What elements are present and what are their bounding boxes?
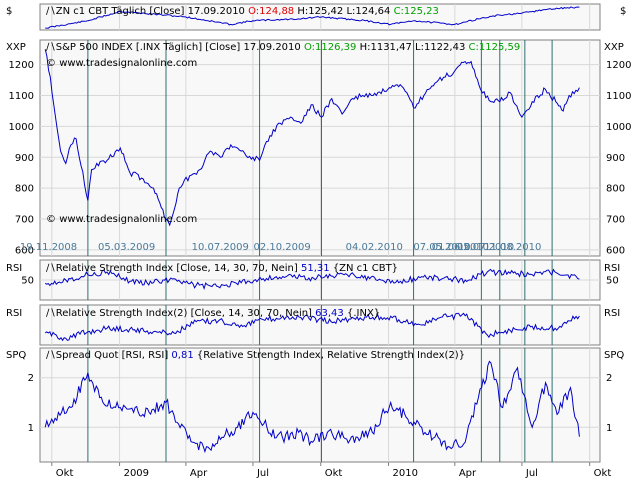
marker-label: 04.02.2010 <box>346 242 403 253</box>
main-title: ∕∖S&P 500 INDEX [.INX Täglich] [Close] 1… <box>46 42 520 54</box>
rsi2-value: 63,43 <box>315 308 344 319</box>
y-tick-label-right: 1100 <box>606 91 631 102</box>
line-icon: ∕∖ <box>46 6 56 17</box>
line-icon: ∕∖ <box>46 350 56 361</box>
y-tick-label-left: 1100 <box>9 91 34 102</box>
icon-low: L:124,64 <box>346 6 391 17</box>
copyright-icon: © <box>46 58 56 69</box>
y-tick-label-left: 1000 <box>9 122 34 133</box>
marker-label: 07.05.2010 <box>413 242 470 253</box>
main-unit-left: XXP <box>6 42 26 53</box>
main-low: L:1122,43 <box>415 42 466 53</box>
icon-unit-left: $ <box>6 6 13 17</box>
y-tick-label-right: 2 <box>606 373 612 384</box>
y-tick-label-right: 1000 <box>606 122 631 133</box>
line-icon: ∕∖ <box>46 263 56 274</box>
spread-unit-left: SPQ <box>6 350 27 361</box>
x-tick-label: Okt <box>594 468 612 479</box>
main-series-label: S&P 500 INDEX [.INX Täglich] [Close] <box>55 42 241 53</box>
spread-unit-right: SPQ <box>604 350 625 361</box>
y-tick-label-right: 1 <box>606 423 612 434</box>
y-tick-label-left: 2 <box>28 373 34 384</box>
rsi1-unit-right: RSI <box>604 263 621 274</box>
x-tick-label: Okt <box>56 468 74 479</box>
x-tick-label: Okt <box>325 468 343 479</box>
icon-close: C:125,23 <box>393 6 439 17</box>
rsi2-series-line <box>44 312 580 342</box>
icon-date: 17.09.2010 <box>187 6 245 17</box>
y-tick-label-right: 900 <box>606 153 625 164</box>
icon-open: O:124,88 <box>248 6 295 17</box>
source-url-lower: © www.tradesignalonline.com <box>46 214 197 226</box>
rsi1-unit-left: RSI <box>6 263 23 274</box>
icon-unit-right: $ <box>620 6 627 17</box>
x-tick-label: Jul <box>525 468 538 479</box>
source-url: © www.tradesignalonline.com <box>46 58 197 70</box>
y-tick-label-right: 1200 <box>606 60 631 71</box>
rsi2-panel-frame <box>39 304 601 346</box>
main-open: O:1126,39 <box>303 42 357 53</box>
icon-high: H:125,42 <box>297 6 344 17</box>
marker-lines <box>87 40 553 462</box>
x-tick-label: Jul <box>256 468 269 479</box>
rsi2-title: ∕∖Relative Strength Index(2) [Close, 14,… <box>46 308 380 320</box>
rsi1-label: Relative Strength Index [Close, 14, 30, … <box>55 263 298 274</box>
y-tick-label-left: 600 <box>15 245 34 256</box>
panel-frames <box>39 3 601 463</box>
y-tick-label-left: 50 <box>21 276 34 287</box>
spread-source: {Relative Strength Index, Relative Stren… <box>196 350 466 361</box>
y-tick-label-right: 600 <box>606 245 625 256</box>
marker-label: 02.10.2009 <box>253 242 310 253</box>
rsi2-unit-left: RSI <box>6 308 23 319</box>
line-icon: ∕∖ <box>46 308 56 319</box>
copyright-icon: © <box>46 214 56 225</box>
axis-labels: 600 600 700 700 800 800 900 900 1000 1000 1100 1100… <box>9 60 632 479</box>
zn-series-line <box>45 6 580 29</box>
y-tick-label-left: 700 <box>15 214 34 225</box>
line-icon: ∕∖ <box>46 42 56 53</box>
rsi2-unit-right: RSI <box>604 308 621 319</box>
rsi1-title: ∕∖Relative Strength Index [Close, 14, 30… <box>46 263 398 275</box>
marker-label: 01.06.2010 <box>432 242 489 253</box>
spread-panel-frame <box>39 347 601 463</box>
y-tick-label-right: 800 <box>606 184 625 195</box>
grid-lines <box>40 4 600 462</box>
main-date: 17.09.2010 <box>243 42 301 53</box>
marker-label: 19.11.2008 <box>20 242 77 253</box>
main-panel-frame <box>39 39 601 257</box>
rsi2-label: Relative Strength Index(2) [Close, 14, 3… <box>55 308 312 319</box>
marker-label: 10.07.2009 <box>192 242 249 253</box>
y-tick-label-left: 1200 <box>9 60 34 71</box>
rsi1-series-line <box>44 268 580 290</box>
source-url-lower-text: www.tradesignalonline.com <box>59 214 198 225</box>
spread-series-line <box>44 360 580 454</box>
rsi1-value: 51,31 <box>300 263 330 274</box>
marker-label: 05.07.2010 <box>457 242 514 253</box>
spread-value: 0,81 <box>171 350 194 361</box>
main-unit-right: XXP <box>604 42 624 53</box>
spread-label: Spread Quot [RSI, RSI] <box>55 350 169 361</box>
main-high: H:1131,47 <box>359 42 412 53</box>
main-close: C:1125,59 <box>468 42 521 53</box>
y-tick-label-right: 700 <box>606 214 625 225</box>
x-tick-label: 2010 <box>393 468 418 479</box>
rsi2-source: {.INX} <box>346 308 381 319</box>
x-tick-label: Apr <box>190 468 208 479</box>
rsi1-source: {ZN c1 CBT} <box>332 263 399 274</box>
y-tick-label-left: 900 <box>15 153 34 164</box>
spread-title: ∕∖Spread Quot [RSI, RSI] 0,81 {Relative … <box>46 350 465 362</box>
y-tick-label-right: 50 <box>606 276 619 287</box>
x-tick-label: Apr <box>459 468 477 479</box>
marker-label: 11.08.2010 <box>484 242 541 253</box>
icon-series-label: ZN c1 CBT Täglich [Close] <box>55 6 185 17</box>
x-tick-label: 2009 <box>124 468 149 479</box>
source-url-text: www.tradesignalonline.com <box>59 58 198 69</box>
series-lines <box>44 6 580 454</box>
y-tick-label-left: 1 <box>28 423 34 434</box>
sp500-series-line <box>44 49 580 227</box>
icon-title: ∕∖ZN c1 CBT Täglich [Close] 17.09.2010 O… <box>46 6 439 18</box>
marker-label: 05.03.2009 <box>98 242 155 253</box>
y-tick-label-left: 800 <box>15 184 34 195</box>
